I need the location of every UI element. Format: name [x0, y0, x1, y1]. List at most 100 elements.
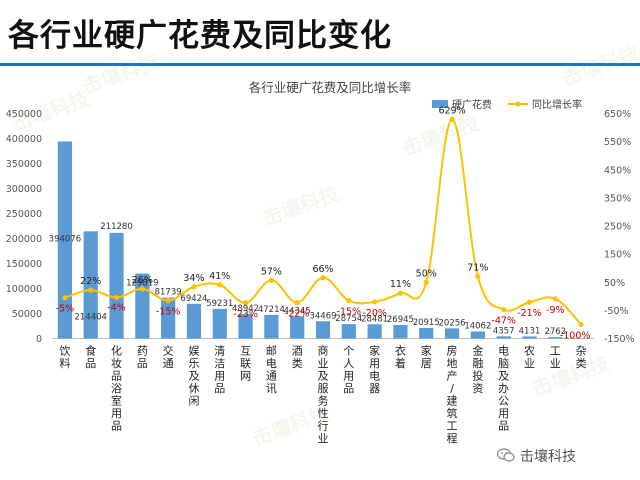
growth-rate-point-金融投资 — [475, 273, 481, 279]
growth-rate-label: 26% — [132, 275, 153, 286]
growth-rate-point-商业及服务性行业 — [320, 275, 326, 281]
growth-rate-label: -22% — [285, 309, 310, 320]
y-right-tick-label: 550% — [604, 137, 631, 148]
category-label: 食品 — [85, 344, 96, 371]
bar-商业及服务性行业 — [315, 321, 331, 339]
bar-value-label: 81739 — [155, 288, 182, 298]
bar-value-label: 214404 — [74, 312, 106, 322]
y-left-tick-label: 100000 — [6, 284, 42, 295]
growth-rate-point-工业 — [552, 296, 558, 302]
bar-饮料 — [57, 141, 73, 339]
bar-value-label: 4357 — [493, 326, 515, 336]
growth-rate-point-饮料 — [62, 295, 68, 301]
growth-rate-label: -15% — [337, 307, 362, 318]
y-left-tick-label: 400000 — [6, 134, 42, 145]
growth-rate-label: -15% — [156, 307, 181, 318]
bar-value-label: 28481 — [361, 314, 388, 324]
bar-value-label: 34469 — [309, 311, 336, 321]
category-label: 清洁用品 — [214, 345, 225, 396]
bar-value-label: 2762 — [544, 327, 566, 337]
growth-rate-label: 66% — [312, 264, 333, 275]
growth-rate-label: 34% — [183, 273, 204, 284]
category-label: 酒类 — [292, 345, 303, 371]
category-label: 杂类 — [576, 345, 587, 371]
bar-交通 — [161, 297, 176, 339]
y-axis-right: -150% -50% 50% 150% 250% 350% 450% 550% 650% — [604, 109, 635, 345]
y-left-tick-label: 300000 — [6, 184, 42, 195]
page-title: 各行业硬广花费及同比变化 — [8, 18, 392, 54]
growth-rate-point-个人用品 — [346, 297, 352, 304]
y-left-tick-label: 50000 — [12, 309, 42, 320]
y-right-tick-label: 650% — [604, 109, 631, 120]
legend-label-bar: 硬广花费 — [452, 98, 492, 111]
growth-rate-label: -5% — [56, 304, 75, 315]
legend-label-line: 同比增长率 — [532, 98, 582, 111]
y-left-tick-label: 0 — [36, 334, 42, 345]
growth-rate-point-电脑及办公用品 — [501, 306, 507, 313]
growth-rate-label: -20% — [362, 308, 387, 319]
category-label: 交通 — [163, 344, 174, 371]
footer — [0, 444, 640, 480]
legend-swatch-bar — [432, 100, 448, 108]
y-left-tick-label: 450000 — [6, 109, 42, 120]
category-label: 个人用品 — [343, 345, 354, 396]
chart-legend: 硬广花费 同比增长率 — [432, 98, 582, 111]
bar-value-label: 28754 — [335, 314, 362, 324]
bar-个人用品 — [341, 324, 356, 339]
bar-value-label: 4131 — [519, 326, 541, 336]
bar-value-label: 59231 — [206, 299, 233, 309]
growth-rate-point-衣着 — [397, 290, 404, 296]
bar-衣着 — [393, 325, 408, 339]
y-left-tick-label: 350000 — [6, 159, 42, 170]
bar-化妆品浴室用品 — [109, 232, 124, 339]
bar-value-labels: 3940762144042112801298198173969424592314… — [49, 222, 566, 337]
chart-area: 各行业硬广花费及同比增长率 硬广花费 同比增长率 0 50000 100000 150… — [0, 66, 640, 470]
bar-金融投资 — [470, 331, 485, 339]
category-label: 电脑及办公用品 — [498, 345, 509, 433]
growth-rate-point-清洁用品 — [217, 282, 223, 288]
growth-rate-point-互联网 — [242, 300, 249, 306]
category-label: 商业及服务性行业 — [318, 344, 329, 445]
y-left-tick-label: 150000 — [6, 259, 42, 270]
bar-line-chart: 各行业硬广花费及同比增长率 硬广花费 同比增长率 0 50000 100000 150… — [6, 80, 635, 470]
category-label: 金融投资 — [472, 344, 483, 396]
bar-清洁用品 — [212, 308, 227, 339]
y-left-tick-label: 200000 — [6, 234, 42, 245]
bar-value-label: 211280 — [100, 222, 132, 232]
legend-swatch-marker — [515, 101, 521, 107]
growth-rate-label: 629% — [438, 105, 465, 116]
growth-rate-label: 57% — [261, 266, 282, 277]
growth-rate-label: 11% — [390, 279, 411, 290]
bar-value-label: 20256 — [439, 318, 466, 328]
bar-value-label: 69424 — [180, 294, 207, 304]
line-series — [62, 116, 584, 328]
category-label: 房地产/建筑工程行业 — [447, 345, 458, 445]
growth-rate-label: 22% — [80, 276, 101, 287]
category-label: 家居 — [421, 344, 432, 371]
growth-rate-label: -21% — [517, 308, 542, 319]
growth-rate-point-酒类 — [294, 299, 300, 306]
y-left-tick-label: 250000 — [6, 209, 42, 220]
growth-rate-label: -9% — [546, 305, 565, 316]
bar-value-label: 14062 — [464, 321, 491, 331]
brand-name: 击壤科技 — [520, 449, 576, 465]
growth-rate-label: -4% — [107, 302, 126, 313]
category-label: 饮料 — [59, 345, 70, 371]
bar-value-label: 394076 — [49, 234, 81, 244]
title-rule — [0, 63, 640, 66]
growth-rate-label: -23% — [233, 309, 258, 320]
bar-value-label: 44345 — [284, 306, 311, 316]
y-right-tick-label: -150% — [604, 334, 635, 345]
category-label: 工业 — [550, 345, 561, 371]
wechat-icon — [497, 448, 515, 462]
bar-食品 — [83, 231, 98, 339]
category-label: 互联网 — [240, 345, 251, 383]
y-right-tick-label: 50% — [604, 278, 625, 289]
y-right-tick-label: 450% — [604, 165, 631, 176]
growth-rate-labels: -5% 22% -4% 26% -15% 34% 41% -23% 57% -22% 66% -15%… — [56, 105, 591, 341]
bar-家用电器 — [367, 324, 382, 339]
growth-rate-point-农业 — [526, 299, 533, 305]
chart-title: 各行业硬广花费及同比增长率 — [249, 80, 412, 95]
growth-rate-point-娱乐及休闲 — [191, 284, 197, 290]
bar-value-label: 20915 — [413, 318, 440, 328]
